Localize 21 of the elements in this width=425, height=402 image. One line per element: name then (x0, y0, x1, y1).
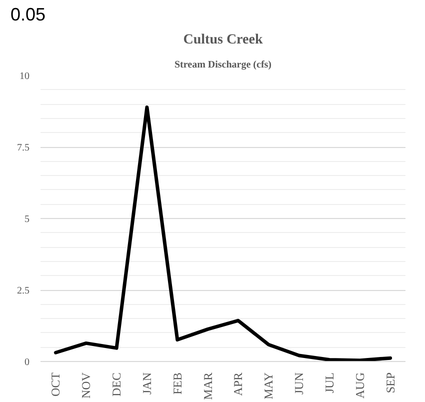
x-tick-label: NOV (79, 372, 94, 398)
x-tick-label: OCT (48, 372, 63, 396)
x-tick-label: JUL (322, 372, 336, 394)
x-tick-label: MAR (200, 372, 215, 400)
y-tick-label: 7.5 (17, 142, 30, 154)
x-tick-label: DEC (110, 372, 124, 396)
y-tick-label: 10 (20, 71, 30, 82)
y-tick-label: 2.5 (17, 286, 30, 296)
x-tick-label: JAN (140, 372, 154, 394)
x-tick-label: APR (231, 372, 246, 396)
y-tick-label: 5 (24, 214, 30, 225)
text: 0.05 (10, 4, 46, 24)
x-tick-label: JUN (292, 372, 306, 394)
x-tick-label: AUG (352, 372, 367, 398)
x-tick-label: MAY (262, 372, 276, 400)
chart-title: Cultus Creek (183, 32, 263, 48)
chart-subtitle: Stream Discharge (cfs) (174, 60, 272, 70)
x-tick-label: FEB (170, 372, 184, 395)
y-tick-label: 0 (24, 357, 30, 368)
line-series (54, 105, 392, 362)
x-tick-label: SEP (383, 372, 398, 394)
